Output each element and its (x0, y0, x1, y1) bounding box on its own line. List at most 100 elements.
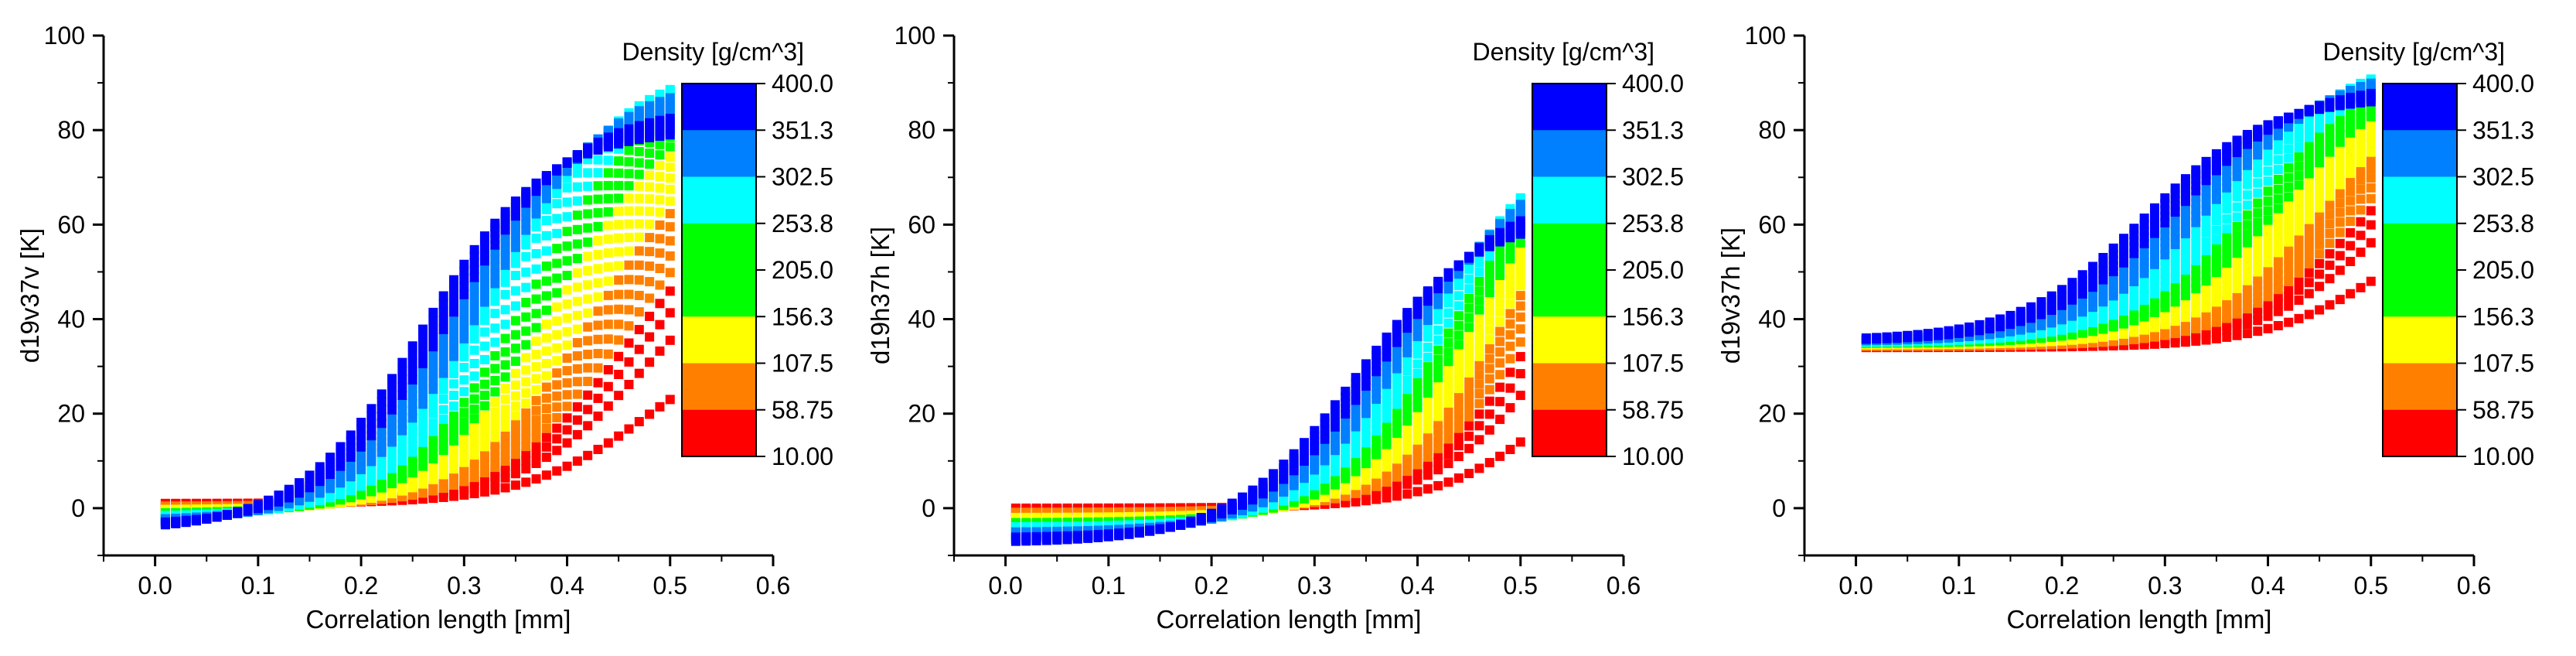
data-point (624, 145, 634, 155)
data-point (521, 240, 531, 250)
data-point (2253, 326, 2263, 337)
data-point (2201, 254, 2211, 264)
data-series (160, 335, 675, 509)
data-point (2304, 187, 2314, 197)
data-point (490, 309, 500, 319)
data-point (428, 418, 438, 428)
data-point (500, 347, 510, 357)
data-point (407, 440, 417, 450)
data-point (2346, 206, 2356, 216)
data-point (1453, 415, 1463, 425)
data-point (1515, 237, 1525, 248)
data-point (655, 160, 665, 170)
data-point (624, 305, 634, 315)
data-point (665, 268, 675, 278)
data-point (1402, 416, 1412, 426)
colorbar-label: 107.5 (772, 350, 833, 378)
data-point (1279, 460, 1289, 470)
data-point (2366, 193, 2376, 203)
data-point (1515, 352, 1525, 362)
data-point (500, 394, 510, 404)
data-point (2284, 163, 2294, 173)
data-point (2346, 186, 2356, 196)
data-series-group (1861, 74, 2376, 353)
data-point (521, 408, 531, 418)
data-point (181, 518, 191, 528)
data-point (1433, 364, 1443, 374)
data-point (531, 374, 541, 384)
data-point (1083, 533, 1093, 543)
data-point (243, 504, 253, 514)
data-point (614, 193, 624, 203)
data-point (634, 232, 644, 242)
data-point (665, 395, 675, 405)
data-point (2304, 309, 2314, 319)
data-point (2294, 296, 2304, 306)
data-point (531, 337, 541, 347)
data-point (614, 168, 624, 178)
data-point (459, 433, 469, 443)
data-point (1474, 435, 1484, 445)
colorbar-segment (1532, 130, 1607, 177)
data-point (387, 390, 397, 400)
data-point (593, 194, 603, 204)
data-point (510, 316, 520, 326)
data-point (2304, 250, 2314, 260)
data-point (541, 346, 551, 356)
data-point (418, 333, 428, 343)
data-point (1402, 384, 1412, 395)
data-point (634, 169, 644, 179)
data-point (541, 382, 551, 392)
data-point (397, 391, 407, 401)
data-point (2263, 196, 2273, 206)
data-point (655, 299, 665, 309)
data-point (572, 429, 582, 439)
data-point (407, 367, 417, 377)
data-point (1515, 262, 1525, 272)
data-point (1443, 477, 1453, 487)
data-point (2284, 153, 2294, 163)
data-point (510, 242, 520, 252)
data-point (1453, 473, 1463, 483)
data-point (448, 307, 458, 317)
data-point (1392, 422, 1402, 432)
data-point (1453, 320, 1463, 330)
data-point (500, 360, 510, 370)
data-point (541, 171, 551, 181)
data-point (1505, 341, 1515, 351)
data-point (418, 437, 428, 447)
data-point (1196, 513, 1206, 523)
data-point (645, 332, 655, 342)
y-tick-label: 100 (894, 22, 935, 50)
data-point (438, 432, 448, 442)
data-point (593, 155, 603, 165)
data-point (490, 287, 500, 297)
data-point (1423, 388, 1433, 398)
data-point (1464, 332, 1474, 342)
data-point (2284, 192, 2294, 202)
data-point (655, 150, 665, 160)
data-point (2366, 237, 2376, 248)
data-point (645, 293, 655, 303)
data-point (2294, 180, 2304, 190)
data-point (479, 487, 489, 497)
data-point (1484, 425, 1494, 435)
data-point (264, 495, 274, 505)
data-point (479, 379, 489, 389)
data-point (634, 158, 644, 168)
data-point (377, 397, 387, 407)
data-point (1412, 368, 1423, 378)
data-point (2335, 265, 2345, 275)
data-point (1443, 365, 1453, 375)
data-point (2294, 217, 2304, 227)
data-point (1433, 397, 1443, 407)
data-point (448, 436, 458, 446)
data-point (614, 351, 624, 361)
data-point (2315, 231, 2325, 241)
data-point (418, 350, 428, 360)
data-point (2325, 173, 2335, 183)
data-point (624, 169, 634, 179)
data-point (1453, 375, 1463, 385)
data-point (1495, 261, 1505, 272)
